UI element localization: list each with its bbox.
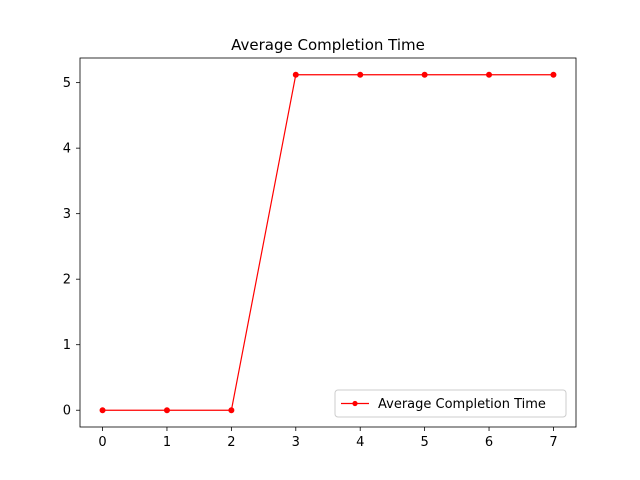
series-line-0	[102, 74, 554, 411]
data-point	[421, 71, 428, 78]
y-tick-label: 1	[63, 338, 71, 353]
data-point	[357, 71, 364, 78]
legend: Average Completion Time	[334, 389, 567, 418]
plot-area: 0 1 2 3 4 5 6 7 0 1 2 3 4 5 Average Completion Time	[63, 57, 577, 450]
x-tick-label: 0	[98, 435, 106, 450]
x-tick-label: 7	[549, 435, 557, 450]
axes-frame	[79, 57, 577, 428]
x-tick-label: 2	[227, 435, 235, 450]
data-point	[99, 407, 106, 414]
data-point	[228, 407, 235, 414]
legend-box	[334, 389, 567, 418]
data-point	[292, 71, 299, 78]
y-tick-label: 4	[63, 142, 71, 157]
y-tick-label: 0	[63, 404, 71, 419]
legend-label: Average Completion Time	[378, 397, 546, 412]
y-tick-label: 2	[63, 273, 71, 288]
x-tick-label: 1	[163, 435, 171, 450]
y-tick-label: 3	[63, 207, 71, 222]
x-tick-label: 4	[356, 435, 364, 450]
data-point	[486, 71, 493, 78]
legend-marker	[352, 400, 358, 407]
x-tick-label: 3	[292, 435, 300, 450]
chart-title: Average Completion Time	[231, 36, 425, 54]
x-tick-label: 6	[485, 435, 493, 450]
x-tick-label: 5	[420, 435, 428, 450]
y-tick-label: 5	[63, 76, 71, 91]
data-point	[163, 407, 170, 414]
data-point	[550, 71, 557, 78]
